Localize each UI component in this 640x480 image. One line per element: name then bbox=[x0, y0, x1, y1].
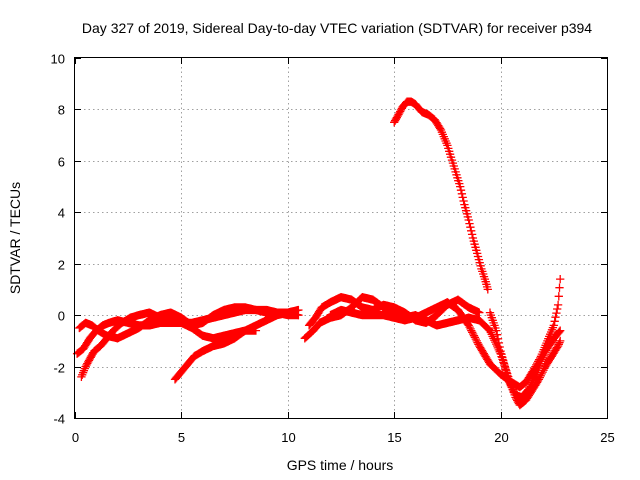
series-track-4 bbox=[170, 308, 303, 384]
x-tick-label: 15 bbox=[387, 430, 401, 445]
series-track-2 bbox=[75, 303, 303, 343]
y-tick-label: -4 bbox=[53, 412, 65, 427]
series-markers bbox=[390, 97, 492, 294]
x-tick-label: 5 bbox=[178, 430, 185, 445]
x-tick-label: 25 bbox=[600, 430, 614, 445]
y-tick-label: 8 bbox=[58, 103, 65, 118]
y-axis-label: SDTVAR / TECUs bbox=[7, 182, 23, 294]
chart-title: Day 327 of 2019, Sidereal Day-to-day VTE… bbox=[82, 20, 592, 36]
data-series bbox=[72, 97, 565, 410]
series-track-8 bbox=[390, 97, 492, 294]
y-tick-label: 6 bbox=[58, 155, 65, 170]
grid-lines bbox=[75, 58, 607, 418]
series-markers bbox=[75, 303, 303, 343]
x-tick-label: 20 bbox=[494, 430, 508, 445]
x-tick-label: 10 bbox=[281, 430, 295, 445]
x-axis-label: GPS time / hours bbox=[287, 457, 394, 473]
plot-frame bbox=[74, 57, 608, 419]
series-markers bbox=[170, 308, 303, 384]
y-tick-label: 2 bbox=[58, 258, 65, 273]
series-track-9 bbox=[485, 308, 565, 402]
y-tick-label: -2 bbox=[53, 361, 65, 376]
axis-ticks bbox=[75, 58, 608, 419]
y-tick-label: 0 bbox=[58, 309, 65, 324]
series-track-7 bbox=[326, 274, 565, 392]
y-tick-labels: -4 -2 0 2 4 6 8 10 bbox=[51, 52, 65, 427]
series-markers bbox=[485, 308, 565, 402]
series-markers bbox=[77, 308, 261, 382]
x-tick-label: 0 bbox=[72, 430, 79, 445]
y-tick-label: 10 bbox=[51, 52, 65, 67]
x-tick-labels: 0 5 10 15 20 25 bbox=[72, 430, 615, 445]
series-markers bbox=[326, 274, 565, 392]
series-track-3 bbox=[77, 308, 261, 382]
y-tick-label: 4 bbox=[58, 206, 65, 221]
